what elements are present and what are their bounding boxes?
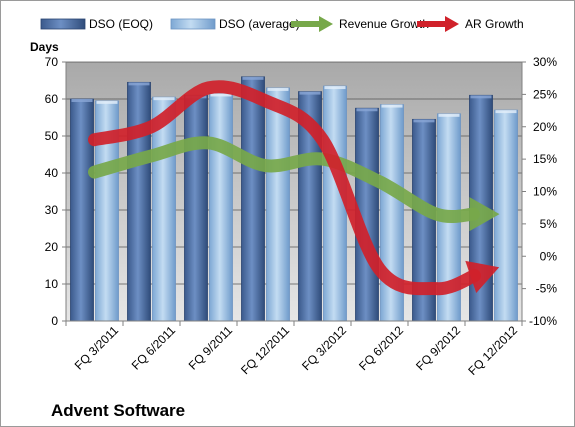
bar-cap bbox=[242, 76, 264, 80]
y-axis-title: Days bbox=[30, 40, 59, 54]
right-tick-label: 5% bbox=[540, 217, 558, 231]
x-tick-label: FQ 6/2011 bbox=[129, 323, 179, 373]
x-tick-label: FQ 12/2012 bbox=[465, 323, 520, 378]
right-tick-label: 15% bbox=[533, 152, 557, 166]
bar-cap bbox=[267, 87, 289, 91]
arrowhead-ar-growth bbox=[465, 260, 500, 294]
x-tick-label: FQ 12/2011 bbox=[238, 323, 292, 377]
bar-dso-eoq-fq-3-2011 bbox=[70, 98, 94, 322]
bar-cap bbox=[299, 91, 321, 95]
legend-label-revenue-growth: Revenue Growth bbox=[339, 17, 429, 31]
bar-dso-average-fq-12-2011 bbox=[266, 87, 290, 322]
legend-arrowhead-revenue-growth bbox=[319, 16, 333, 32]
right-tick-label: 0% bbox=[540, 249, 558, 263]
bar-dso-eoq-fq-9-2011 bbox=[184, 94, 208, 322]
right-tick-label: 20% bbox=[533, 120, 557, 134]
bar-cap bbox=[96, 100, 118, 104]
bar-cap bbox=[470, 95, 492, 99]
bar-cap bbox=[438, 113, 460, 117]
x-tick-label: FQ 9/2012 bbox=[413, 323, 463, 373]
bar-dso-eoq-fq-6-2011 bbox=[127, 81, 151, 322]
x-tick-label: FQ 6/2012 bbox=[356, 323, 406, 373]
legend-label-ar-growth: AR Growth bbox=[465, 17, 524, 31]
bar-cap bbox=[381, 104, 403, 108]
bar-dso-average-fq-9-2011 bbox=[209, 93, 233, 322]
bar-cap bbox=[324, 86, 346, 90]
right-tick-label: 25% bbox=[533, 87, 557, 101]
x-tick-label: FQ 3/2011 bbox=[72, 323, 122, 373]
right-tick-label: 10% bbox=[533, 185, 557, 199]
bar-cap bbox=[413, 119, 435, 123]
left-tick-label: 20 bbox=[45, 240, 59, 254]
x-tick-label: FQ 3/2012 bbox=[299, 323, 349, 373]
right-tick-label: -10% bbox=[529, 314, 557, 328]
legend-label-dso-average: DSO (average) bbox=[219, 17, 300, 31]
left-tick-label: 50 bbox=[45, 129, 59, 143]
bar-cap bbox=[128, 82, 150, 86]
left-tick-label: 30 bbox=[45, 203, 59, 217]
left-tick-label: 70 bbox=[45, 55, 59, 69]
right-tick-label: -5% bbox=[536, 282, 558, 296]
bar-dso-eoq-fq-12-2011 bbox=[241, 76, 265, 322]
bar-cap bbox=[495, 110, 517, 114]
left-tick-label: 40 bbox=[45, 166, 59, 180]
left-tick-label: 0 bbox=[51, 314, 58, 328]
bar-cap bbox=[210, 93, 232, 97]
left-tick-label: 60 bbox=[45, 92, 59, 106]
left-tick-label: 10 bbox=[45, 277, 59, 291]
line-revenue-growth bbox=[88, 136, 480, 224]
legend-swatch-dso-average bbox=[170, 18, 216, 30]
line-ar-growth bbox=[88, 80, 482, 296]
x-tick-label: FQ 9/2011 bbox=[186, 323, 236, 373]
bar-cap bbox=[71, 99, 93, 102]
right-tick-label: 30% bbox=[533, 55, 557, 69]
legend-arrowhead-ar-growth bbox=[445, 16, 459, 32]
bar-dso-average-fq-3-2012 bbox=[323, 85, 347, 322]
legend-swatch-dso-eoq bbox=[40, 18, 86, 30]
bar-cap bbox=[356, 108, 378, 112]
bar-cap bbox=[153, 97, 175, 101]
chart-title: Advent Software bbox=[51, 401, 185, 420]
arrowhead-revenue-growth bbox=[469, 197, 500, 232]
legend-label-dso-eoq: DSO (EOQ) bbox=[89, 17, 153, 31]
bar-dso-average-fq-12-2012 bbox=[494, 109, 518, 322]
